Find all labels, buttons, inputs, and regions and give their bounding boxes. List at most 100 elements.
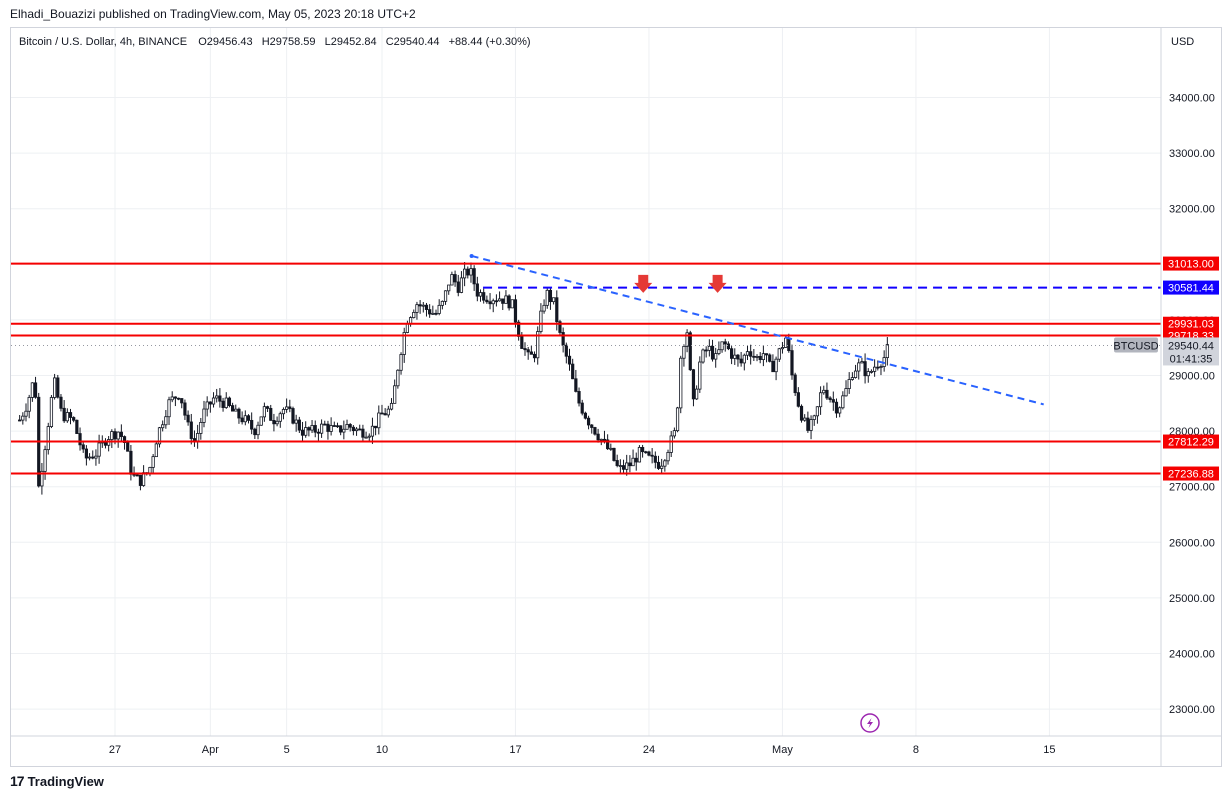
- candle-body: [265, 406, 270, 409]
- candle-body: [21, 415, 25, 421]
- candle-body: [567, 355, 572, 365]
- candle-body: [170, 396, 174, 401]
- trendline-anchor: [469, 253, 474, 258]
- candle-body: [447, 284, 451, 292]
- x-tick-label: 5: [284, 744, 290, 756]
- candle-body: [370, 425, 375, 437]
- candle-body: [345, 424, 349, 430]
- candle-body: [780, 347, 785, 350]
- flash-icon[interactable]: [860, 713, 880, 733]
- candle-body: [656, 461, 661, 469]
- candle-body: [332, 425, 336, 427]
- grid-lines: [11, 28, 1161, 736]
- candle-body: [675, 407, 680, 432]
- candle-body: [815, 406, 820, 417]
- candle-body: [602, 438, 607, 441]
- trendline-layer: [469, 253, 1044, 406]
- candle-body: [853, 370, 858, 378]
- last-price-label: 29540.44: [1168, 340, 1214, 352]
- bar-countdown: 01:41:35: [1170, 353, 1213, 365]
- candle-body: [542, 304, 546, 312]
- candle-body: [65, 412, 69, 422]
- down-arrow-marker[interactable]: [708, 274, 727, 293]
- candle-body: [183, 402, 187, 416]
- candle-body: [310, 425, 314, 431]
- candle-body: [374, 425, 378, 429]
- candle-body: [647, 451, 651, 456]
- candle-body: [94, 455, 98, 459]
- candle-body: [113, 431, 117, 440]
- candle-body: [599, 438, 603, 441]
- candle-body: [596, 433, 600, 441]
- candle-body: [75, 419, 79, 434]
- candle-body: [548, 289, 553, 303]
- candle-body: [733, 354, 737, 359]
- candle-body: [294, 419, 298, 424]
- candle-body: [555, 297, 559, 323]
- y-tick-label: 33000.00: [1169, 148, 1215, 160]
- candle-body: [806, 417, 810, 431]
- candle-body: [291, 408, 295, 424]
- candle-body: [478, 292, 483, 297]
- candle-body: [726, 343, 731, 350]
- candle-body: [612, 447, 616, 461]
- candle-body: [224, 397, 228, 408]
- candle-body: [180, 398, 184, 404]
- candle-body: [720, 341, 724, 351]
- candle-body: [354, 428, 359, 432]
- candle-body: [335, 425, 340, 428]
- trendline[interactable]: [471, 254, 1044, 406]
- x-tick-label: 10: [376, 744, 388, 756]
- tradingview-logo-icon[interactable]: 17: [10, 773, 25, 789]
- candle-body: [510, 299, 514, 309]
- candle-body: [472, 268, 476, 285]
- candle-body: [482, 292, 486, 301]
- candle-body: [717, 349, 721, 354]
- candle-body: [59, 396, 63, 409]
- candle-body: [84, 448, 88, 459]
- candle-body: [393, 385, 397, 404]
- candle-body: [119, 431, 123, 437]
- publisher-line: Elhadi_Bouazizi published on TradingView…: [10, 7, 416, 21]
- candle-body: [221, 400, 225, 408]
- candle-body: [707, 345, 711, 351]
- level-price-label-bg: [1163, 256, 1219, 271]
- symbol-badge-bg: [1114, 337, 1158, 353]
- candle-body: [666, 452, 670, 462]
- candle-body: [831, 399, 835, 403]
- candle-body: [269, 408, 273, 421]
- candle-body: [164, 416, 168, 426]
- candle-body: [43, 449, 47, 472]
- svg-text:Bitcoin / U.S. Dollar, 4h, BIN: Bitcoin / U.S. Dollar, 4h, BINANCE O2945…: [19, 36, 531, 48]
- down-arrow-marker[interactable]: [634, 274, 653, 293]
- candle-body: [513, 299, 518, 323]
- candle-body: [342, 428, 346, 433]
- candle-body: [24, 410, 28, 417]
- candle-body: [278, 413, 282, 422]
- candle-body: [685, 332, 689, 347]
- candle-body: [431, 312, 435, 315]
- x-tick-label: 8: [913, 744, 919, 756]
- candle-body: [526, 349, 530, 353]
- candle-body: [288, 406, 292, 409]
- candle-body: [637, 447, 642, 463]
- candle-body: [768, 354, 772, 362]
- candle-body: [879, 366, 883, 368]
- candle-body: [285, 406, 289, 410]
- candle-body: [736, 354, 740, 360]
- last-price-label-bg: [1163, 337, 1219, 366]
- candle-body: [834, 401, 839, 414]
- candle-body: [383, 413, 387, 416]
- price-chart[interactable]: USD 23000.00 24000.00 25000.00 26000.00 2700…: [11, 28, 1221, 766]
- candle-body: [634, 457, 638, 463]
- candle-body: [230, 405, 235, 412]
- candle-body: [377, 412, 381, 429]
- candle-body: [399, 354, 403, 371]
- candle-body: [561, 332, 565, 346]
- candle-body: [844, 388, 848, 397]
- candle-body: [520, 336, 524, 349]
- legend-symbol: Bitcoin / U.S. Dollar, 4h, BINANCE: [19, 36, 187, 48]
- chart-frame[interactable]: USD 23000.00 24000.00 25000.00 26000.00 2700…: [10, 27, 1222, 767]
- candle-body: [818, 392, 823, 408]
- footer-brand[interactable]: TradingView: [27, 773, 104, 789]
